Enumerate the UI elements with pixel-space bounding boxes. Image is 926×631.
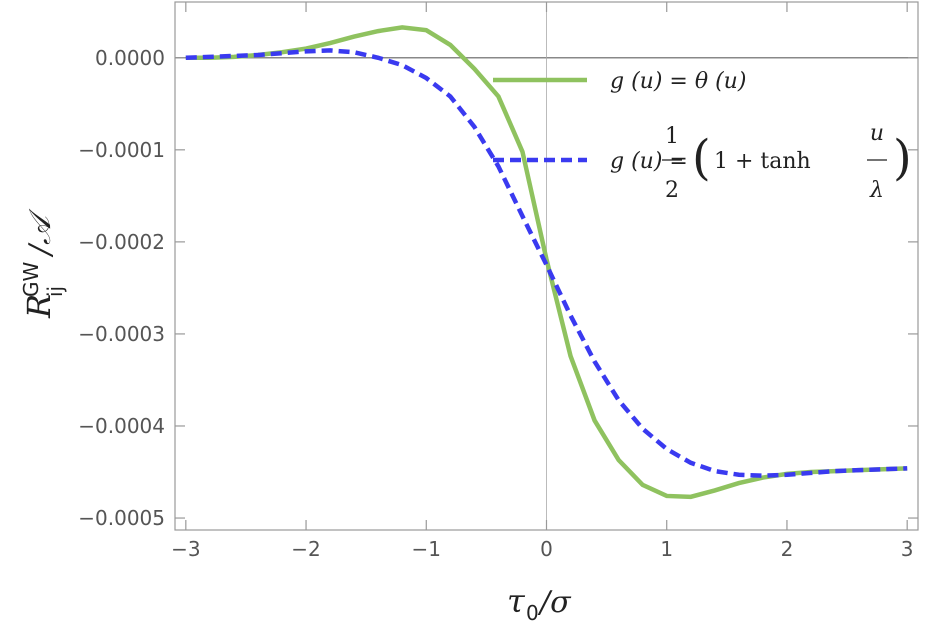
- x-tick-label: 0: [540, 537, 553, 561]
- y-axis-label: R ij GW /𝒜: [19, 208, 67, 319]
- y-tick-label: −0.0004: [78, 414, 165, 438]
- legend: g (u) = θ (u) g (u) = 1 2 ( 1 + tanh u λ…: [610, 69, 912, 203]
- x-tick-label: −3: [171, 537, 200, 561]
- y-tick-label: −0.0005: [78, 506, 165, 530]
- x-tick-label: 1: [660, 537, 673, 561]
- x-label-base: τ: [507, 582, 526, 620]
- y-label-rest: /𝒜: [23, 208, 58, 258]
- legend-label: 1: [665, 124, 679, 149]
- y-tick-label: −0.0002: [78, 230, 165, 254]
- x-tick-label: 2: [781, 537, 794, 561]
- x-tick-label: −2: [291, 537, 320, 561]
- y-tick-label: 0.0000: [95, 46, 165, 70]
- legend-label: g (u) =: [610, 149, 688, 174]
- x-axis-label: τ 0 /σ: [507, 582, 572, 625]
- x-tick-label: −1: [412, 537, 441, 561]
- series-line: [185, 48, 908, 478]
- legend-label: u: [870, 121, 884, 146]
- legend-label: 2: [665, 178, 679, 203]
- y-label-base: R: [20, 294, 58, 319]
- x-tick-label: 3: [901, 537, 914, 561]
- legend-label: λ: [869, 178, 884, 203]
- y-label-sup: GW: [19, 262, 43, 297]
- legend-label: 1 + tanh: [714, 149, 811, 174]
- y-label-sub: ij: [43, 286, 67, 297]
- x-label-sub: 0: [526, 601, 539, 625]
- x-label-rest: /σ: [537, 585, 572, 620]
- paren: (: [692, 130, 711, 186]
- paren: ): [893, 130, 912, 186]
- y-tick-label: −0.0003: [78, 322, 165, 346]
- y-tick-label: −0.0001: [78, 138, 165, 162]
- legend-label: g (u) = θ (u): [610, 69, 746, 94]
